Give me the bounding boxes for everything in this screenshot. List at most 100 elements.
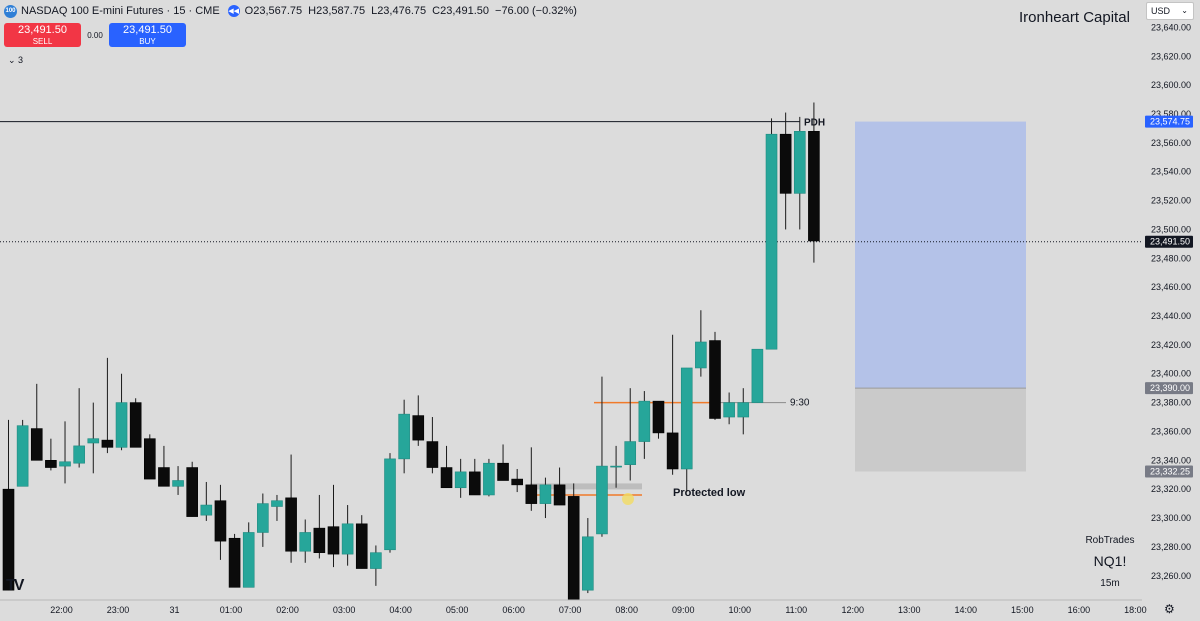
x-tick-label: 12:00 [842,605,865,615]
candle-body [511,478,523,486]
candle-body [412,415,425,441]
ohlc-open: O23,567.75 [244,5,303,17]
x-tick-label: 07:00 [559,605,582,615]
currency-select[interactable]: USD ⌄ [1146,2,1194,20]
imbalance-zone [530,483,642,490]
ohlc-change: −76.00 (−0.32%) [495,5,577,17]
brand-title: Ironheart Capital [1019,9,1130,26]
x-tick-label: 09:00 [672,605,695,615]
y-tick-label: 23,560.00 [1151,138,1191,148]
y-tick-label: 23,620.00 [1151,51,1191,61]
ohlc-close: C23,491.50 [432,5,490,17]
y-tick-label: 23,520.00 [1151,196,1191,206]
stop-zone [855,388,1026,472]
symbol-title[interactable]: NASDAQ 100 E-mini Futures · 15 · CME [21,5,220,17]
x-tick-label: 06:00 [502,605,525,615]
y-tick-label: 23,600.00 [1151,80,1191,90]
x-tick-label: 16:00 [1068,605,1091,615]
replay-icon[interactable]: ◀◀ [227,5,240,17]
candle-body [695,341,707,369]
candle-body [129,402,142,448]
price-tag-label: 23,574.75 [1150,117,1190,127]
price-axis [1142,0,1200,621]
pdh-label: PDH [804,118,825,129]
symbol-header: 100 NASDAQ 100 E-mini Futures · 15 · CME… [4,3,583,19]
candle-body [539,484,552,504]
candle-body [596,465,608,535]
candle-body [582,536,594,591]
ohlc-low: L23,476.75 [371,5,427,17]
candle-body [172,480,184,487]
candle-body [680,367,693,470]
candle-body [497,462,509,481]
candle-body [200,504,213,516]
x-tick-label: 03:00 [333,605,356,615]
y-tick-label: 23,300.00 [1151,513,1191,523]
tradingview-logo-icon[interactable]: TV [6,577,25,594]
candle-body [765,133,778,350]
cursor-highlight [622,492,634,505]
y-tick-label: 23,400.00 [1151,369,1191,379]
x-tick-label: 02:00 [276,605,299,615]
candle-body [398,413,410,460]
candle-body [426,441,439,468]
price-tag-label: 23,491.50 [1150,237,1190,247]
x-tick-label: 18:00 [1124,605,1147,615]
candle-body [2,488,15,591]
indicator-legend-toggle[interactable]: ⌄ 3 [8,55,24,65]
x-tick-label: 23:00 [107,605,130,615]
x-tick-label: 08:00 [615,605,638,615]
candle-body [144,438,156,480]
candle-body [808,131,820,242]
candle-body [285,497,297,552]
gear-icon[interactable]: ⚙ [1164,602,1175,616]
x-tick-label: 10:00 [728,605,751,615]
sell-button[interactable]: 23,491.50 SELL [4,23,81,47]
price-tag [1145,115,1193,128]
watermark-author: RobTrades [1085,535,1134,546]
candle-body [468,471,481,496]
y-tick-label: 23,280.00 [1151,542,1191,552]
candle-body [73,445,85,464]
candle-body [370,552,382,569]
protected-low-label: Protected low [673,487,746,499]
candle-body [384,458,396,551]
candle-body [341,523,354,555]
candle-body [228,537,241,588]
trade-buttons: 23,491.50 SELL 0.00 23,491.50 BUY [4,23,186,47]
candle-body [30,428,43,461]
x-tick-label: 22:00 [50,605,73,615]
ohlc-high: H23,587.75 [308,5,366,17]
candle-body [186,467,198,517]
y-tick-label: 23,440.00 [1151,311,1191,321]
candle-body [299,532,312,552]
y-tick-label: 23,540.00 [1151,167,1191,177]
y-tick-label: 23,320.00 [1151,484,1191,494]
y-tick-label: 23,640.00 [1151,22,1191,32]
candle-body [737,402,750,418]
candle-body [327,526,340,555]
y-tick-label: 23,380.00 [1151,398,1191,408]
candle-body [271,500,283,507]
candle-body [723,402,735,418]
y-tick-label: 23,480.00 [1151,253,1191,263]
y-tick-label: 23,460.00 [1151,282,1191,292]
x-tick-label: 01:00 [220,605,243,615]
y-tick-label: 23,260.00 [1151,571,1191,581]
candle-body [355,523,368,569]
x-tick-label: 14:00 [955,605,978,615]
x-tick-label: 31 [170,605,180,615]
target-zone [855,121,1026,389]
chevron-down-icon: ⌄ [1181,6,1188,15]
price-tag [1145,235,1193,248]
price-tag-label: 23,332.25 [1150,467,1190,477]
candle-body [553,484,566,506]
candle-body [115,402,128,448]
candle-body [257,503,269,533]
candle-body [440,467,453,489]
watermark-interval: 15m [1100,578,1119,589]
symbol-logo-icon: 100 [4,4,17,18]
buy-button[interactable]: 23,491.50 BUY [109,23,186,47]
